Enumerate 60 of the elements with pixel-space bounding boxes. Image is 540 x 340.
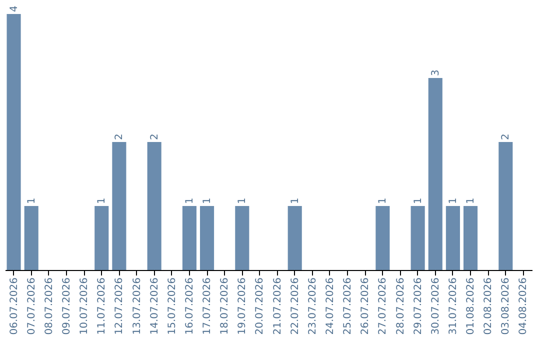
data-label: 1 <box>466 198 477 204</box>
x-tick-label: 07.07.2026 <box>26 278 38 335</box>
x-tick-label: 04.08.2026 <box>518 278 530 335</box>
x-tick-label: 02.08.2026 <box>483 278 494 335</box>
bar <box>428 78 442 270</box>
x-tick-label: 30.07.2026 <box>430 278 442 335</box>
data-label: 1 <box>412 198 424 204</box>
data-label: 1 <box>378 198 389 204</box>
bar <box>288 206 302 270</box>
x-tick-label: 06.07.2026 <box>8 278 20 335</box>
data-label: 2 <box>149 134 160 140</box>
x-tick-label: 25.07.2026 <box>342 278 354 335</box>
x-tick-label: 17.07.2026 <box>202 278 214 335</box>
data-label: 4 <box>8 6 20 12</box>
x-tick-label: 29.07.2026 <box>412 278 424 335</box>
x-tick-label: 08.07.2026 <box>44 278 55 335</box>
x-tick-label: 09.07.2026 <box>61 278 72 335</box>
x-tick-label: 01.08.2026 <box>466 278 477 335</box>
data-label: 1 <box>290 198 301 204</box>
bar <box>235 206 250 270</box>
x-tick-label: 11.07.2026 <box>96 278 108 335</box>
bar <box>498 142 513 270</box>
x-tick-label: 16.07.2026 <box>184 278 196 335</box>
data-label: 1 <box>202 198 214 204</box>
x-tick-label: 26.07.2026 <box>360 278 372 335</box>
bar <box>463 206 478 270</box>
x-tick-label: 03.08.2026 <box>500 278 512 335</box>
data-label: 2 <box>500 134 512 140</box>
x-tick-label: 31.07.2026 <box>448 278 459 335</box>
data-label: 1 <box>184 198 196 204</box>
x-tick-label: 20.07.2026 <box>254 278 266 335</box>
x-tick-label: 28.07.2026 <box>395 278 406 335</box>
bar <box>182 206 196 270</box>
x-tick-label: 22.07.2026 <box>290 278 301 335</box>
x-tick-label: 24.07.2026 <box>324 278 336 335</box>
x-tick-label: 23.07.2026 <box>307 278 318 335</box>
x-tick-label: 10.07.2026 <box>79 278 90 335</box>
bar <box>94 206 109 270</box>
data-label: 1 <box>96 198 108 204</box>
bar <box>200 206 214 270</box>
x-tick-label: 14.07.2026 <box>149 278 160 335</box>
bar <box>6 14 21 270</box>
x-tick-label: 18.07.2026 <box>220 278 231 335</box>
data-label: 1 <box>26 198 38 204</box>
bar <box>112 142 126 270</box>
x-tick-label: 13.07.2026 <box>132 278 143 335</box>
data-label: 1 <box>237 198 248 204</box>
bar <box>446 206 460 270</box>
data-label: 2 <box>114 134 126 140</box>
data-label: 1 <box>448 198 459 204</box>
x-tick-label: 19.07.2026 <box>237 278 248 335</box>
x-tick-label: 21.07.2026 <box>272 278 284 335</box>
x-tick-label: 27.07.2026 <box>378 278 389 335</box>
data-label: 3 <box>430 70 442 76</box>
x-tick-label: 15.07.2026 <box>166 278 178 335</box>
bar <box>376 206 390 270</box>
bar <box>147 142 162 270</box>
bar <box>410 206 425 270</box>
x-tick-label: 12.07.2026 <box>114 278 126 335</box>
bar <box>24 206 38 270</box>
